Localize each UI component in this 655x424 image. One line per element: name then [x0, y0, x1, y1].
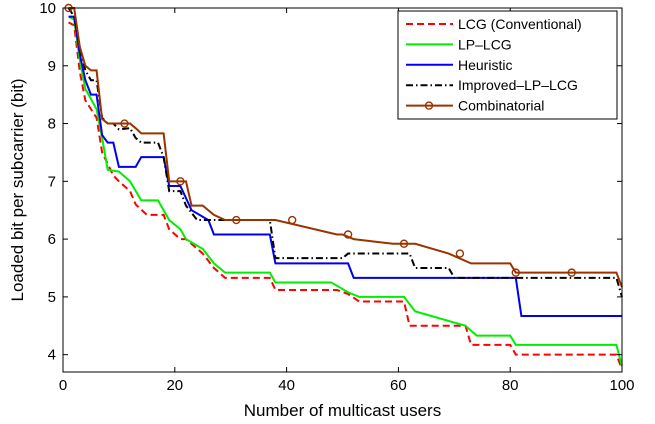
series-line: [68, 7, 623, 288]
series-marker: [343, 230, 353, 239]
series-marker: [287, 215, 297, 225]
series-marker: [120, 119, 129, 128]
x-tick-label: 20: [166, 377, 183, 394]
legend-marker: [424, 101, 434, 110]
series-layer: [64, 3, 623, 370]
legend: LCG (Conventional) LP–LCG Heuristic Improve…: [397, 10, 618, 120]
axes-layer: 0 20 40 60 80 100 4 5 6 7 8 9 10: [39, 0, 634, 394]
y-tick-label: 5: [48, 289, 56, 306]
y-tick-label: 9: [48, 58, 56, 75]
series-marker: [176, 177, 185, 186]
plot-frame: [62, 7, 623, 373]
legend-label: Improved–LP–LCG: [458, 77, 578, 93]
y-tick-label: 8: [48, 116, 56, 133]
y-axis-title: Loaded bit per subcarrier (bit): [8, 78, 27, 301]
series-marker: [232, 215, 241, 225]
y-tick-label: 10: [39, 0, 56, 17]
legend-label: Heuristic: [458, 57, 512, 73]
series-line: [67, 7, 623, 298]
x-tick-label: 100: [609, 377, 634, 394]
series-marker: [455, 249, 465, 258]
series-marker: [399, 239, 409, 248]
y-tick-label: 7: [48, 173, 56, 190]
x-tick-label: 40: [278, 377, 295, 394]
x-tick-label: 80: [502, 377, 519, 394]
y-tick-label: 6: [48, 231, 56, 248]
series-marker: [511, 268, 520, 277]
x-tick-label: 0: [59, 377, 67, 394]
x-axis-title: Number of multicast users: [244, 401, 441, 420]
series-marker: [567, 268, 576, 277]
series-3: [67, 7, 623, 298]
legend-label: Combinatorial: [458, 98, 544, 114]
y-tick-label: 4: [48, 347, 56, 364]
legend-label: LCG (Conventional): [458, 16, 582, 32]
x-tick-label: 60: [390, 377, 407, 394]
legend-label: LP–LCG: [458, 36, 512, 52]
